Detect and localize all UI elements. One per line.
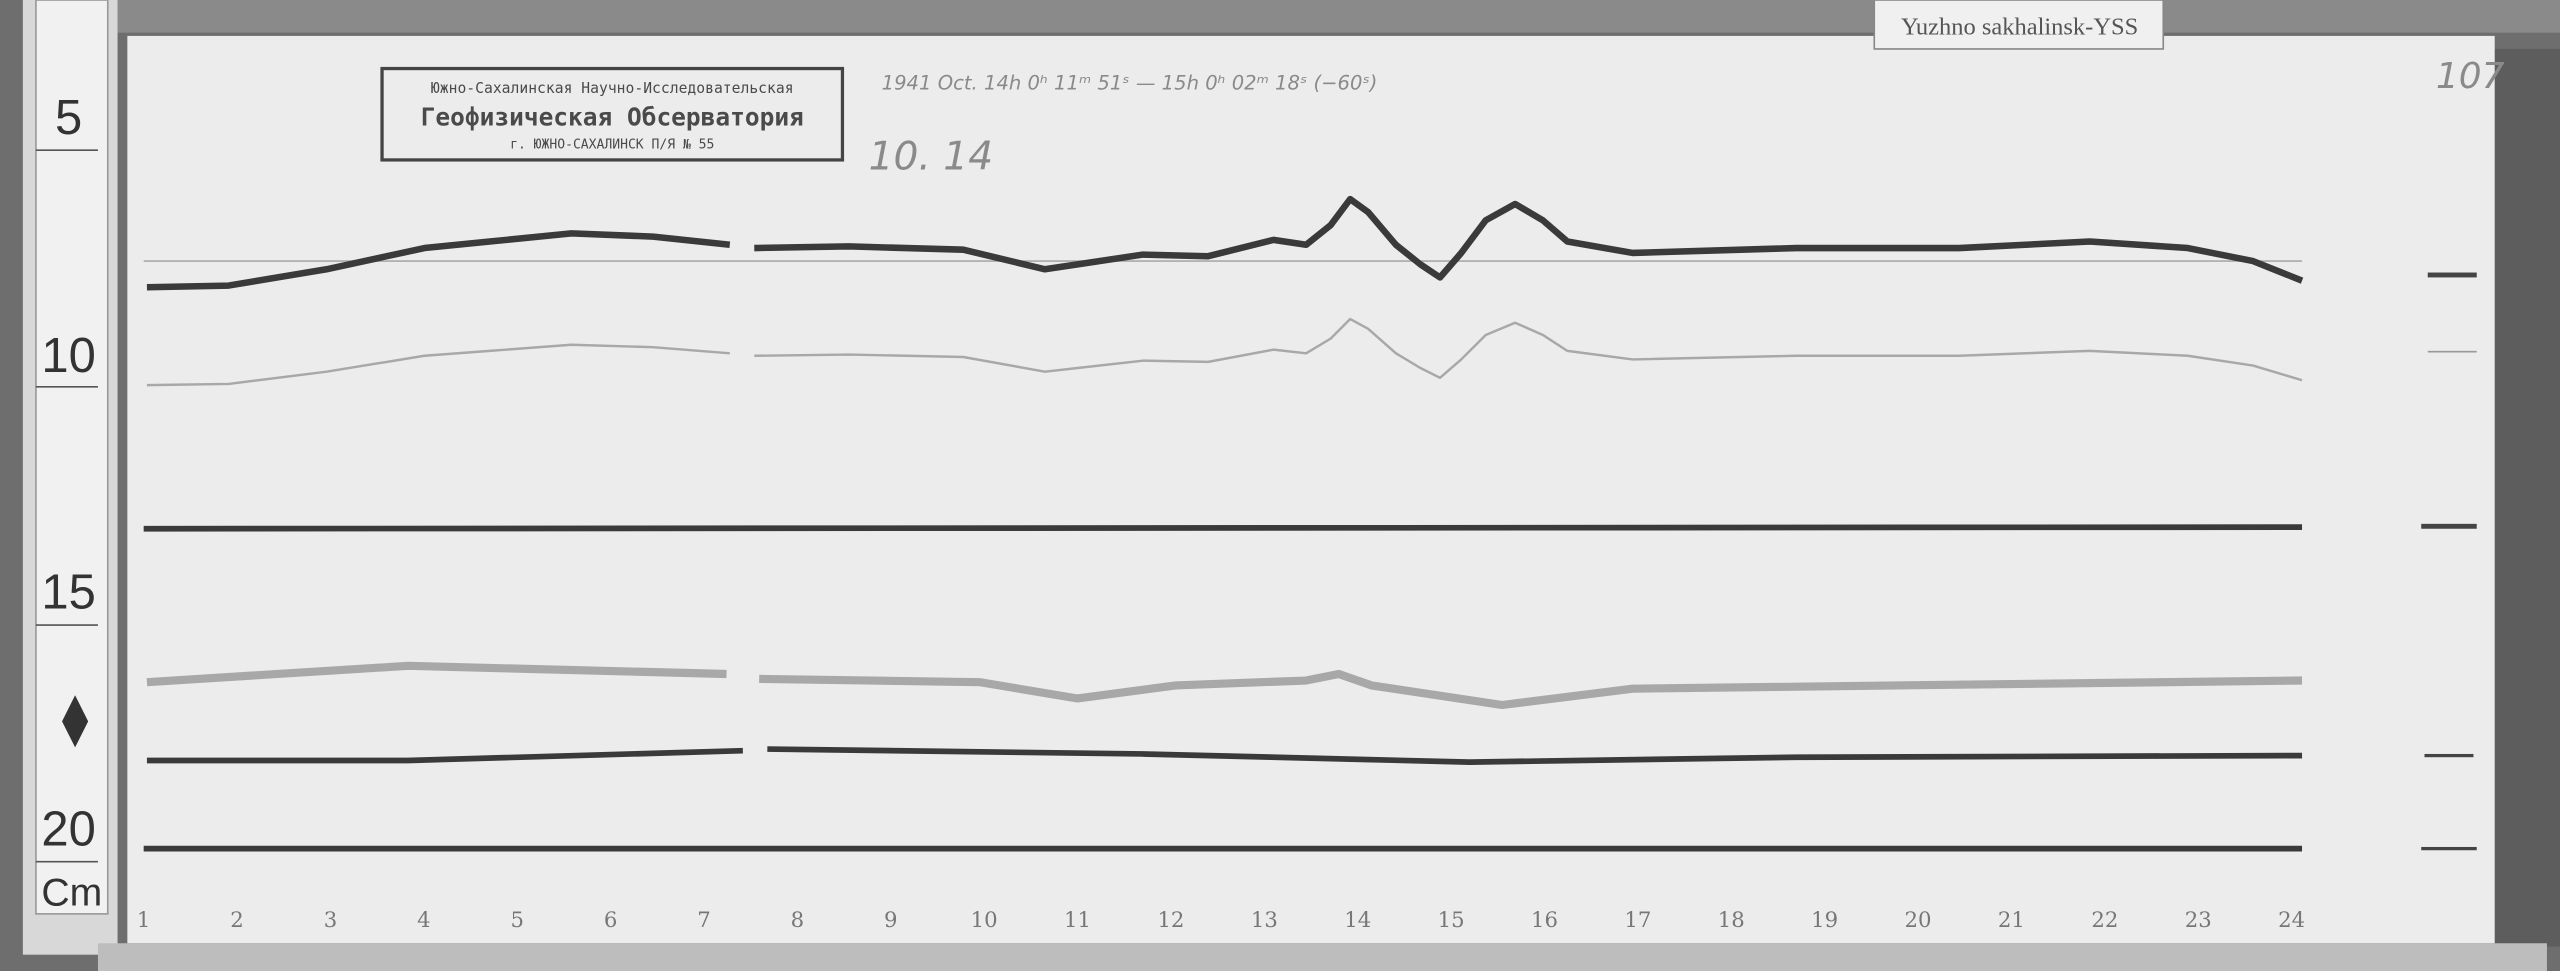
station-label: Yuzhno sakhalinsk-YSS <box>1901 13 2138 40</box>
hour-label: 24 <box>2278 908 2305 933</box>
hour-label: 11 <box>1064 908 1091 933</box>
hour-label: 15 <box>1438 908 1465 933</box>
hour-label: 7 <box>697 908 711 933</box>
magnetic-trace-1 <box>754 195 2304 284</box>
ruler-mark-15: 15 <box>41 566 95 620</box>
hour-label: 9 <box>884 908 898 933</box>
hour-label: 20 <box>1905 908 1932 933</box>
hour-label: 16 <box>1531 908 1558 933</box>
hour-label: 5 <box>510 908 524 933</box>
magnetic-trace-4 <box>759 669 2303 710</box>
hour-label: 22 <box>2091 908 2118 933</box>
ruler: 5 10 15 20 Cm <box>22 0 118 955</box>
hour-label: 3 <box>324 908 338 933</box>
observatory-stamp: Южно-Сахалинская Научно-Исследовательска… <box>380 66 845 162</box>
hour-label: 19 <box>1811 908 1838 933</box>
hour-label: 17 <box>1624 908 1651 933</box>
reference-marks <box>2421 272 2477 851</box>
hour-label: 10 <box>971 908 998 933</box>
magnetic-trace-1 <box>146 230 731 291</box>
ruler-mark-10: 10 <box>41 329 95 383</box>
hour-label: 2 <box>230 908 244 933</box>
magnetic-trace-5 <box>767 746 2303 765</box>
hour-label: 13 <box>1251 908 1278 933</box>
hour-label: 21 <box>1998 908 2025 933</box>
magnetic-trace-2 <box>754 317 2303 382</box>
stamp-line-1: Южно-Сахалинская Научно-Исследовательска… <box>431 80 794 97</box>
ruler-unit: Cm <box>41 872 102 915</box>
sheet-number: 107 <box>2436 56 2505 97</box>
magnetic-trace-4 <box>146 661 727 687</box>
hour-label: 23 <box>2185 908 2212 933</box>
hour-label: 1 <box>137 908 151 933</box>
hour-label: 6 <box>604 908 618 933</box>
date-annotation: 10. 14 <box>869 135 994 180</box>
ruler-mark-5: 5 <box>55 91 82 145</box>
hour-label: 4 <box>417 908 431 933</box>
station-label-card: Yuzhno sakhalinsk-YSS <box>1873 0 2165 50</box>
stamp-line-3: г. ЮЖНО-САХАЛИНСК П/Я № 55 <box>510 138 714 153</box>
hour-label: 8 <box>791 908 805 933</box>
magnetic-trace-2 <box>146 343 730 387</box>
hour-label: 12 <box>1157 908 1184 933</box>
magnetic-trace-5 <box>146 747 743 764</box>
stamp-line-2: Геофизическая Обсерватория <box>421 103 804 132</box>
baseline-trace-3 <box>143 524 2303 532</box>
ruler-mark-20: 20 <box>41 802 95 856</box>
hour-label: 14 <box>1344 908 1371 933</box>
hour-label: 18 <box>1718 908 1745 933</box>
header-annotation: 1941 Oct. 14h 0ʰ 11ᵐ 51ˢ — 15h 0ʰ 02ᵐ 18… <box>882 72 1378 95</box>
paper-sheet <box>127 35 2495 944</box>
